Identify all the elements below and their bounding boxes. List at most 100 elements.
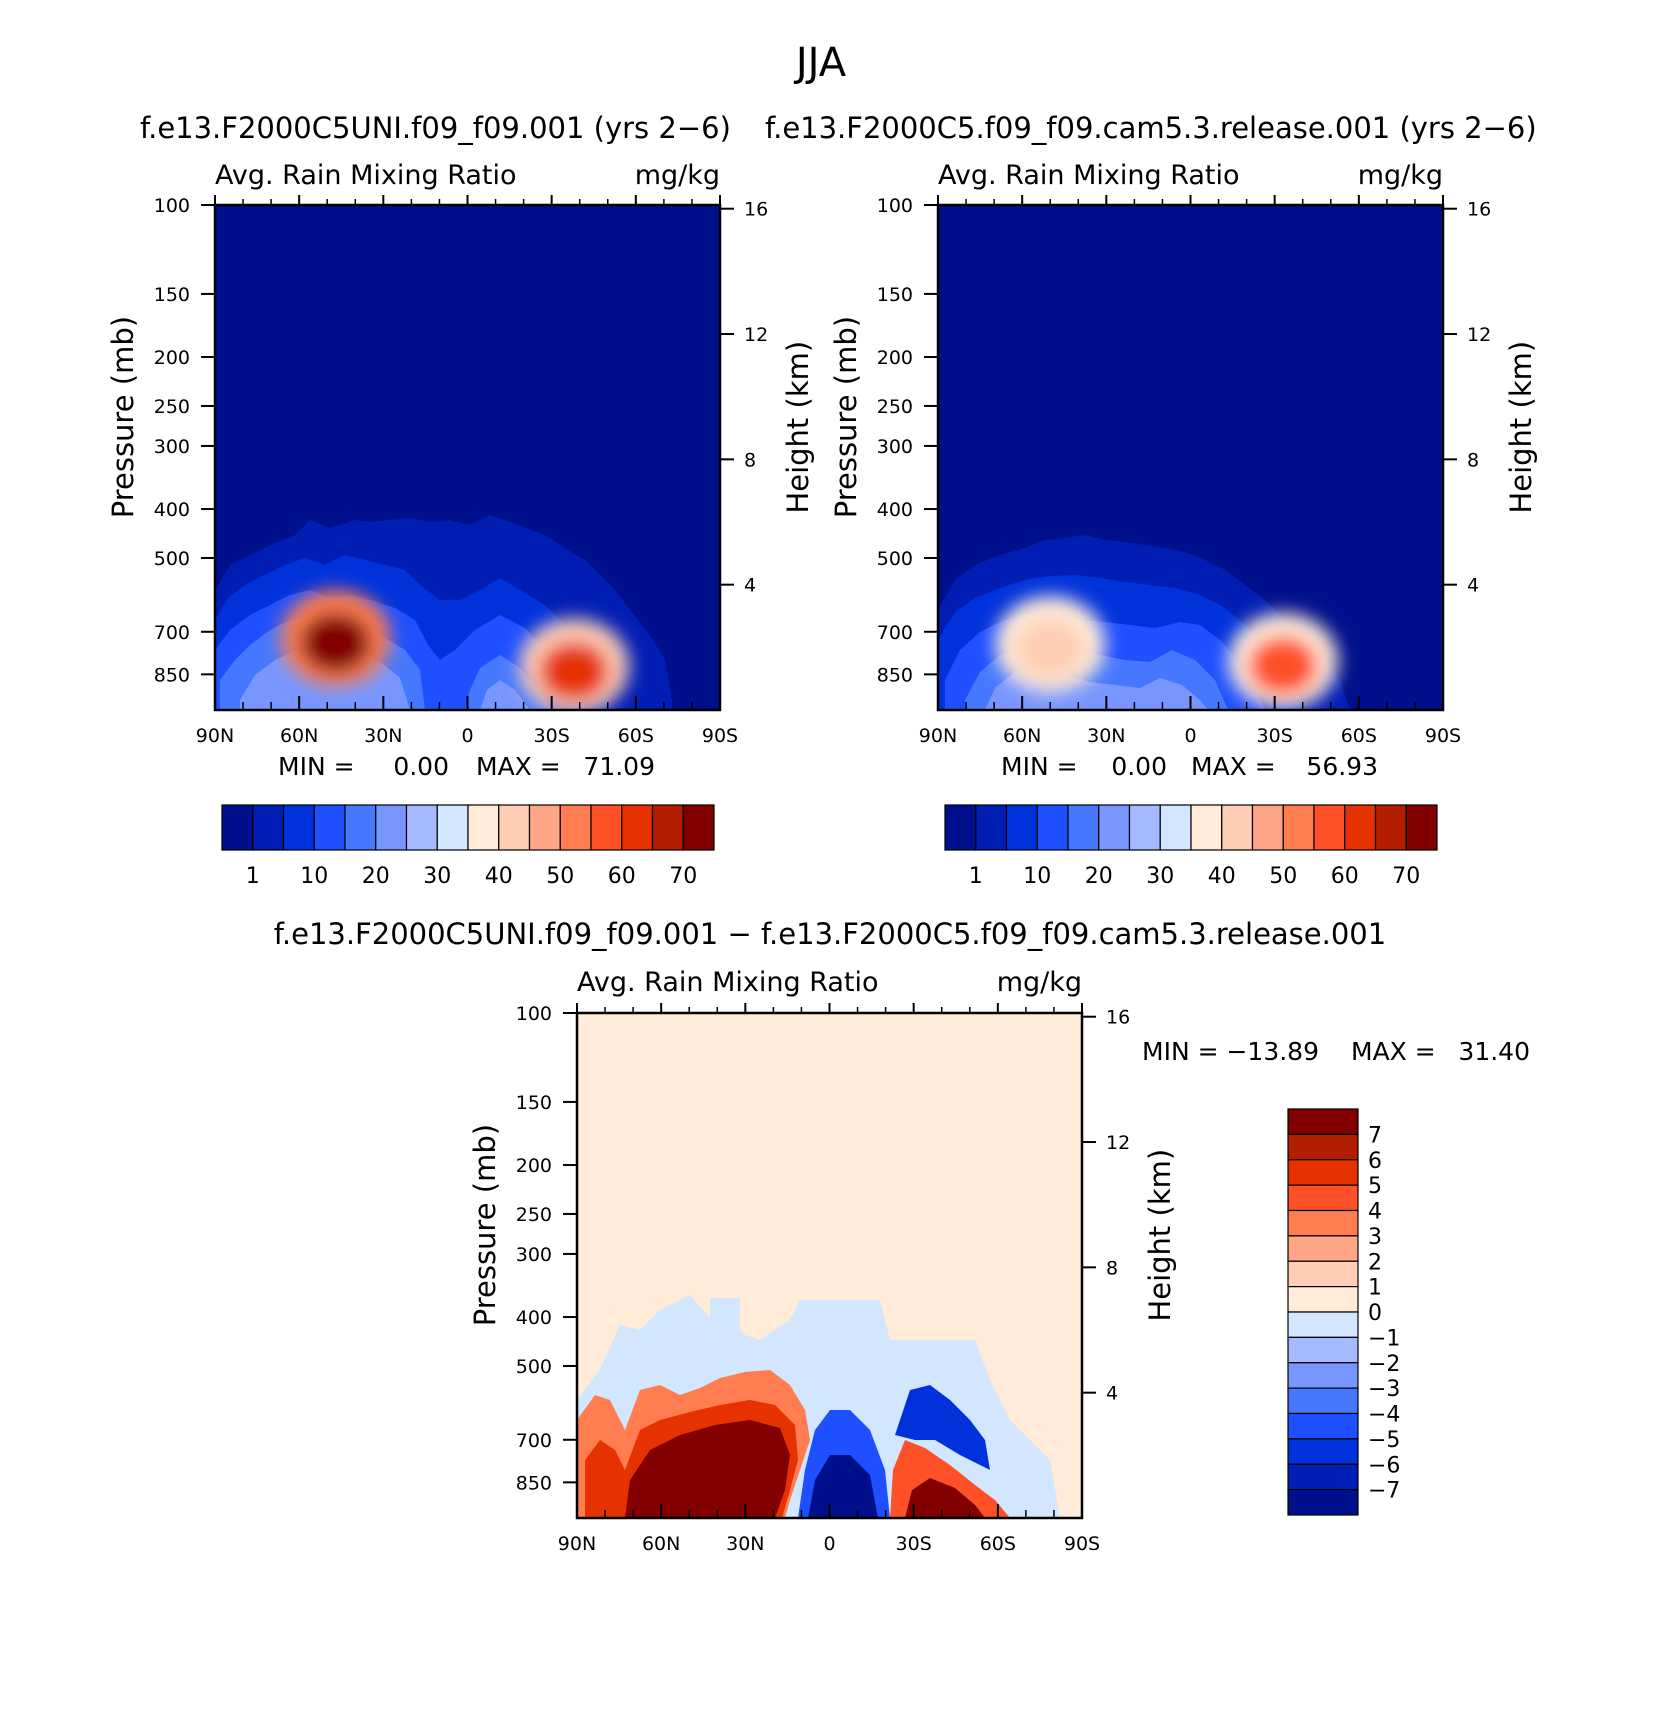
x-tick-label: 90N <box>919 725 957 747</box>
panel-a-variable-label: Avg. Rain Mixing Ratio <box>215 160 517 191</box>
colorbar-label: −1 <box>1368 1326 1400 1351</box>
colorbar-box <box>1036 804 1069 851</box>
colorbar-box <box>1287 1286 1359 1313</box>
y2-tick-label: 8 <box>1467 449 1479 471</box>
colorbar-label: 50 <box>546 864 574 889</box>
colorbar-box <box>621 804 654 851</box>
colorbar-box <box>1405 804 1438 851</box>
panel-c: f.e13.F2000C5UNI.f09_f09.001 − f.e13.F20… <box>274 917 1530 1555</box>
panel-b-title: f.e13.F2000C5.f09_f09.cam5.3.release.001… <box>765 111 1537 145</box>
colorbar-box <box>1287 1108 1359 1135</box>
x-tick-label: 30S <box>1257 725 1293 747</box>
colorbar-label: 30 <box>423 864 451 889</box>
y-tick-label: 150 <box>516 1092 552 1114</box>
y2-tick-label: 16 <box>744 199 768 221</box>
colorbar-box <box>1287 1184 1359 1212</box>
panel-a-axes: 90N 60N 30N 0 30S 60S 90S 100 150 200 250 300 400 500… <box>106 195 815 747</box>
panel-c-upper-pale-patch <box>710 1298 740 1370</box>
colorbar-box <box>1287 1463 1359 1491</box>
panel-b-min-label: MIN = <box>1001 752 1078 781</box>
colorbar-box <box>313 804 346 851</box>
colorbar-label: 50 <box>1269 864 1297 889</box>
panel-b-max-label: MAX = <box>1191 752 1276 781</box>
y-axis-title: Pressure (mb) <box>829 316 863 518</box>
colorbar-label: −4 <box>1368 1403 1400 1428</box>
colorbar-box <box>221 804 254 851</box>
panel-b-feature-blobs <box>995 595 1339 710</box>
panel-c-units-label: mg/kg <box>997 967 1082 998</box>
panel-c-axes: 90N 60N 30N 0 30S 60S 90S 100 150 200 250 300 400 500… <box>468 1003 1177 1555</box>
field-blob-core <box>1015 618 1086 679</box>
panel-b-colorbar: 1 10 20 30 40 50 60 70 <box>944 804 1438 889</box>
colorbar-box <box>436 804 469 851</box>
colorbar-box <box>682 804 715 851</box>
y-tick-label: 400 <box>154 499 190 521</box>
colorbar-label: 10 <box>1023 864 1051 889</box>
colorbar-box <box>1287 1159 1359 1186</box>
y-tick-label: 700 <box>877 622 913 644</box>
x-tick-label: 0 <box>1184 725 1196 747</box>
colorbar-label: 6 <box>1368 1149 1382 1174</box>
x-tick-label: 30N <box>364 725 402 747</box>
colorbar-box <box>1128 804 1161 851</box>
colorbar-label: 30 <box>1146 864 1174 889</box>
colorbar-box <box>590 804 623 851</box>
y2-tick-label: 8 <box>1106 1257 1118 1279</box>
colorbar-label: 1 <box>969 864 983 889</box>
y-tick-label: 850 <box>516 1472 552 1494</box>
y-tick-label: 200 <box>154 347 190 369</box>
x-tick-label: 60S <box>980 1533 1016 1555</box>
y2-tick-label: 4 <box>1467 575 1479 597</box>
y-tick-label: 100 <box>877 195 913 217</box>
y2-tick-label: 16 <box>1106 1007 1130 1029</box>
panel-a-colorbar: 1 10 20 30 40 50 60 70 <box>221 804 715 889</box>
colorbar-box <box>1282 804 1315 851</box>
x-tick-label: 60N <box>1003 725 1041 747</box>
colorbar-label: 3 <box>1368 1225 1382 1250</box>
panel-c-negative-core-equator-deep <box>808 1455 878 1518</box>
y2-tick-label: 12 <box>1467 324 1491 346</box>
panel-a-units-label: mg/kg <box>635 160 720 191</box>
colorbar-label: 1 <box>246 864 260 889</box>
colorbar-box <box>975 804 1008 851</box>
panel-b-max-value: 56.93 <box>1306 752 1378 781</box>
colorbar-box <box>1287 1260 1359 1288</box>
y2-tick-label: 12 <box>1106 1132 1130 1154</box>
colorbar-label: 20 <box>1085 864 1113 889</box>
colorbar-box <box>1374 804 1407 851</box>
y2-tick-label: 8 <box>744 449 756 471</box>
colorbar-box <box>1287 1412 1359 1440</box>
x-tick-label: 90S <box>1425 725 1461 747</box>
colorbar-label: 5 <box>1368 1174 1382 1199</box>
y-tick-label: 200 <box>516 1155 552 1177</box>
colorbar-label: −6 <box>1368 1453 1400 1478</box>
colorbar-label: 2 <box>1368 1250 1382 1275</box>
y2-axis-title: Height (km) <box>1504 341 1538 514</box>
colorbar-box <box>344 804 377 851</box>
y-tick-label: 400 <box>877 499 913 521</box>
colorbar-box <box>559 804 592 851</box>
colorbar-label: 60 <box>1331 864 1359 889</box>
panel-a-feature-blobs <box>280 589 630 710</box>
colorbar-box <box>1005 804 1038 851</box>
y2-tick-label: 4 <box>1106 1383 1118 1405</box>
y-tick-label: 250 <box>154 396 190 418</box>
y-tick-label: 500 <box>154 548 190 570</box>
y-tick-label: 400 <box>516 1307 552 1329</box>
y-tick-label: 700 <box>516 1430 552 1452</box>
panel-b-units-label: mg/kg <box>1358 160 1443 191</box>
panel-c-positive-core-left <box>625 1420 790 1518</box>
colorbar-label: 20 <box>362 864 390 889</box>
colorbar-box <box>1287 1235 1359 1262</box>
panel-c-title: f.e13.F2000C5UNI.f09_f09.001 − f.e13.F20… <box>274 917 1386 951</box>
colorbar-box <box>651 804 684 851</box>
panel-c-max-label: MAX = <box>1351 1037 1436 1066</box>
y-tick-label: 850 <box>154 664 190 686</box>
figure-title: JJA <box>793 40 847 86</box>
colorbar-box <box>1287 1311 1359 1338</box>
x-tick-label: 60S <box>618 725 654 747</box>
colorbar-label: 4 <box>1368 1200 1382 1225</box>
panel-c-min-value: −13.89 <box>1226 1037 1319 1066</box>
colorbar-label: −7 <box>1368 1479 1400 1504</box>
